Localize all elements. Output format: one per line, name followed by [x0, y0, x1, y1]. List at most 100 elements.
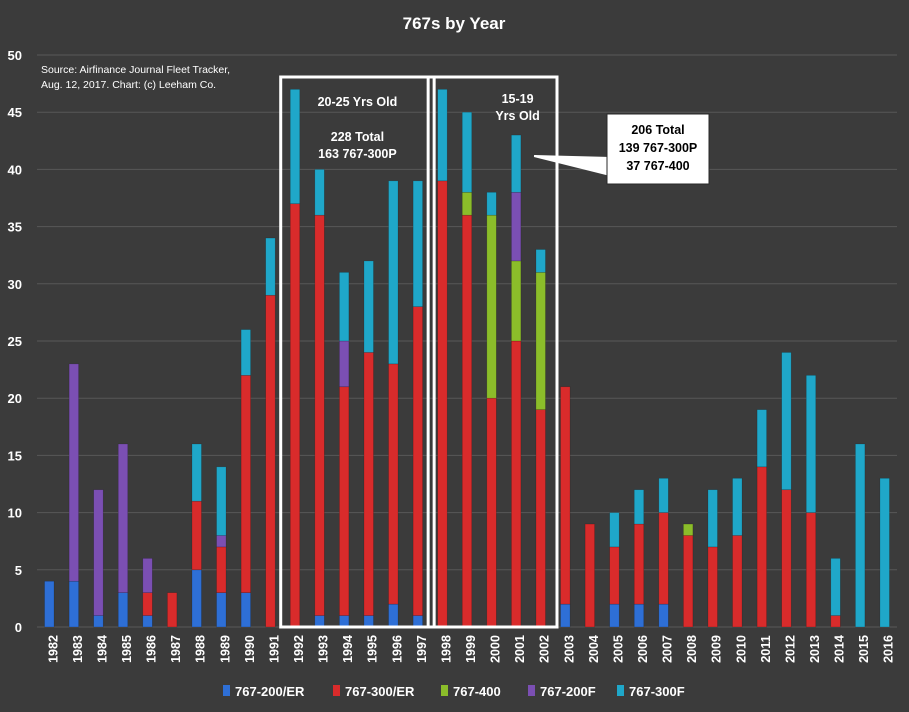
bar-segment — [560, 386, 571, 605]
x-tick-label: 1989 — [218, 635, 232, 663]
x-tick-label: 2005 — [611, 635, 625, 663]
annotation-text: 15-19 — [502, 92, 534, 106]
bar-segment — [633, 523, 645, 605]
bar-segment — [93, 615, 104, 628]
annotation-text: Yrs Old — [495, 109, 539, 123]
y-tick-label: 35 — [8, 220, 22, 235]
bar-segment — [511, 340, 522, 628]
bar-segment — [216, 535, 227, 548]
x-tick-label: 2006 — [636, 635, 650, 663]
legend-label: 767-300/ER — [345, 684, 415, 699]
x-tick-label: 2013 — [808, 635, 822, 663]
bar-segment — [314, 214, 325, 616]
x-tick-label: 2011 — [759, 635, 773, 662]
y-tick-label: 0 — [15, 620, 22, 635]
bar-segment — [511, 260, 522, 342]
bar-segment — [240, 329, 251, 376]
bar-segment — [265, 237, 276, 296]
bar-segment — [732, 477, 743, 536]
annotation-text: 163 767-300P — [318, 147, 397, 161]
bar-segment — [683, 535, 694, 628]
bar-segment — [461, 191, 473, 216]
bar-segment — [388, 363, 399, 605]
bar-segment — [289, 89, 301, 205]
x-tick-label: 2003 — [562, 635, 576, 663]
legend-swatch — [441, 685, 448, 696]
annotation-text: 228 Total — [331, 130, 384, 144]
legend-label: 767-200F — [540, 684, 596, 699]
callout-text: 139 767-300P — [619, 141, 698, 155]
x-tick-label: 2016 — [882, 635, 896, 663]
y-tick-label: 25 — [8, 334, 22, 349]
legend-swatch — [333, 685, 340, 696]
callout-box — [606, 113, 710, 185]
x-tick-label: 2012 — [783, 635, 797, 663]
x-tick-label: 2002 — [538, 635, 552, 663]
x-tick-label: 1984 — [95, 635, 109, 663]
source-line-2: Aug. 12, 2017. Chart: (c) Leeham Co. — [41, 79, 216, 91]
bar-segment — [658, 512, 669, 605]
bar-segment — [265, 294, 276, 628]
legend-label: 767-400 — [453, 684, 501, 699]
bar-segment — [830, 615, 841, 628]
bar-segment — [191, 500, 202, 571]
bar-segment — [781, 489, 792, 628]
y-tick-label: 40 — [8, 162, 22, 177]
bar-segment — [117, 443, 129, 593]
bar-segment — [879, 477, 890, 628]
callout-text: 37 767-400 — [626, 159, 689, 173]
x-tick-label: 2014 — [833, 635, 847, 663]
x-tick-label: 1988 — [194, 635, 208, 663]
bar-segment — [314, 615, 325, 628]
bar-segment — [805, 512, 817, 628]
bar-segment — [240, 592, 251, 628]
bars — [44, 89, 890, 628]
x-tick-label: 1993 — [317, 635, 331, 663]
bar-segment — [633, 489, 645, 525]
y-tick-label: 30 — [8, 277, 22, 292]
bar-segment — [240, 375, 251, 593]
x-tick-label: 2009 — [710, 635, 724, 663]
bar-segment — [191, 443, 202, 502]
x-tick-label: 1985 — [120, 635, 134, 663]
x-tick-label: 1991 — [267, 635, 281, 663]
bar-segment — [486, 191, 497, 216]
bar-segment — [830, 558, 841, 616]
x-tick-label: 1992 — [292, 635, 306, 663]
legend-label: 767-300F — [629, 684, 685, 699]
bar-segment — [142, 615, 153, 628]
annotation-text: 20-25 Yrs Old — [318, 95, 398, 109]
bar-segment — [388, 180, 399, 365]
source-line-1: Source: Airfinance Journal Fleet Tracker… — [41, 64, 230, 76]
bar-segment — [781, 352, 792, 491]
legend-swatch — [528, 685, 535, 696]
x-tick-label: 1994 — [341, 635, 355, 663]
bar-segment — [707, 489, 718, 548]
bar-segment — [216, 546, 227, 593]
bar-segment — [511, 191, 522, 262]
bar-segment — [683, 523, 694, 536]
bar-segment — [461, 111, 473, 193]
bar-segment — [732, 535, 743, 628]
x-tick-label: 1998 — [439, 635, 453, 663]
bar-segment — [756, 409, 767, 468]
bar-segment — [855, 443, 866, 628]
bar-segment — [412, 180, 423, 307]
bar-segment — [486, 214, 497, 399]
x-tick-label: 2004 — [587, 635, 601, 663]
bar-segment — [535, 409, 546, 628]
x-tick-label: 1990 — [243, 635, 257, 663]
bar-segment — [117, 592, 129, 628]
chart-title: 767s by Year — [403, 14, 506, 33]
bar-segment — [363, 615, 374, 628]
bar-segment — [142, 558, 153, 593]
bar-segment — [216, 466, 227, 536]
bar-segment — [658, 603, 669, 628]
legend: 767-200/ER 767-300/ER 767-400 767-200F 767-3… — [223, 684, 685, 699]
x-tick-label: 2001 — [513, 635, 527, 663]
legend-swatch — [617, 685, 624, 696]
bar-segment — [805, 375, 817, 513]
x-tick-label: 1983 — [71, 635, 85, 663]
x-axis: 1982 1983 1984 1985 1986 1987 1988 1989 1990 1991… — [46, 635, 895, 663]
